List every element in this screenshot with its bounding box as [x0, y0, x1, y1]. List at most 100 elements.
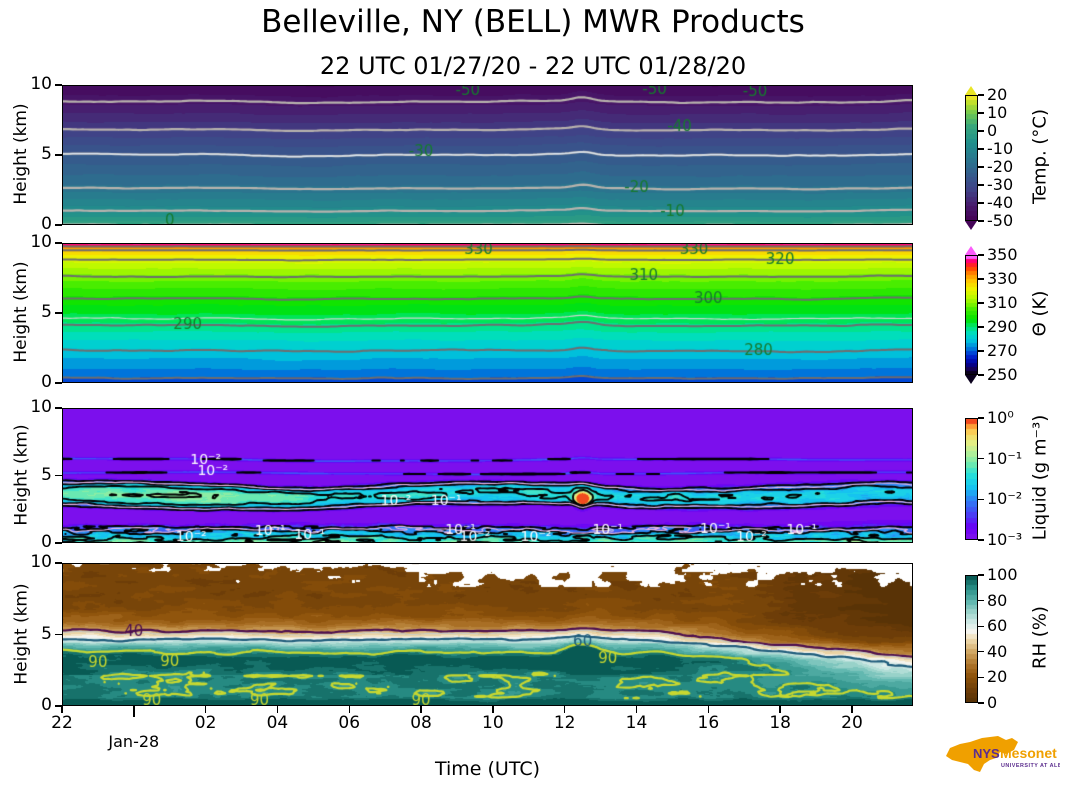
colorbar-tickmark-liquid-2 [978, 498, 984, 500]
colorbar-tick-rh-1: 80 [987, 590, 1008, 610]
colorbar-tickmark-theta-3 [978, 326, 984, 328]
colorbar-tickmark-liquid-1 [978, 458, 984, 460]
colorbar-tick-rh-0: 100 [987, 565, 1018, 584]
colorbar-label-temperature: Temp. (°C) [1029, 108, 1051, 205]
colorbar-canvas-liquid [965, 418, 978, 540]
colorbar-tick-liquid-0: 10⁰ [987, 408, 1014, 427]
colorbar-tick-temperature-2: 0 [987, 121, 998, 140]
plot-canvas-theta [62, 243, 913, 383]
y-tick-temperature-0: 0 [41, 214, 52, 234]
x-tickmark-06 [348, 706, 350, 713]
colorbar-extend-bottom-temperature [965, 221, 977, 230]
y-tickmark-rh-0 [55, 705, 62, 707]
colorbar-tickmark-rh-1 [978, 599, 984, 602]
colorbar-tick-rh-5: 0 [987, 693, 998, 712]
colorbar-extend-bottom-theta [965, 375, 977, 384]
panel-rh [62, 563, 913, 706]
y-tickmark-liquid-5 [55, 474, 62, 477]
colorbar-tick-theta-4: 270 [987, 341, 1018, 360]
colorbar-label-rh: RH (%) [1029, 606, 1051, 669]
colorbar-temperature [965, 95, 978, 221]
colorbar-tickmark-temperature-7 [978, 220, 984, 222]
colorbar-tick-temperature-0: 20 [987, 85, 1008, 104]
colorbar-tick-temperature-5: -30 [987, 175, 1014, 194]
y-tick-rh-5: 5 [41, 623, 52, 644]
y-tickmark-temperature-0 [55, 224, 62, 226]
colorbar-extend-top-theta [965, 246, 977, 255]
y-tick-rh-0: 0 [41, 695, 52, 715]
colorbar-tick-liquid-1: 10⁻¹ [987, 448, 1023, 468]
y-tickmark-theta-0 [55, 382, 62, 384]
colorbar-label-liquid: Liquid (g m⁻³) [1029, 414, 1051, 541]
x-tickmark-midnight [133, 706, 135, 717]
x-tick-20: 20 [841, 713, 863, 733]
plot-canvas-rh [62, 563, 913, 706]
logo-svg: NYS Mesonet UNIVERSITY AT ALBANY [946, 736, 1060, 772]
colorbar-liquid [965, 418, 978, 540]
x-tickmark-16 [707, 706, 710, 713]
x-axis-label: Time (UTC) [434, 758, 541, 780]
colorbar-tick-liquid-3: 10⁻³ [987, 530, 1023, 549]
y-tick-temperature-10: 10 [30, 74, 52, 94]
y-tick-liquid-10: 10 [30, 397, 52, 417]
x-tickmark-04 [276, 706, 279, 713]
y-tickmark-rh-10 [55, 562, 62, 564]
colorbar-tick-temperature-4: -20 [987, 157, 1014, 176]
plot-canvas-temperature [62, 85, 913, 225]
colorbar-tick-temperature-6: -40 [987, 193, 1014, 212]
colorbar-tick-temperature-1: 10 [987, 103, 1008, 122]
x-tick-12: 12 [553, 713, 576, 733]
colorbar-tickmark-temperature-6 [978, 202, 984, 204]
y-tick-rh-10: 10 [30, 552, 52, 572]
x-tick-18: 18 [769, 713, 791, 733]
colorbar-tickmark-temperature-1 [978, 112, 984, 114]
logo-tagline-text: UNIVERSITY AT ALBANY [1001, 763, 1060, 769]
plot-canvas-liquid [62, 408, 913, 543]
y-tick-theta-5: 5 [41, 302, 52, 322]
y-tick-theta-10: 10 [30, 232, 52, 252]
x-tick-08: 08 [410, 713, 432, 733]
x-axis-day-label: Jan-28 [108, 732, 160, 751]
colorbar-tick-theta-5: 250 [987, 365, 1018, 384]
colorbar-frame-temperature [965, 95, 978, 221]
x-tick-14: 14 [625, 713, 648, 733]
colorbar-tickmark-temperature-2 [978, 130, 984, 132]
x-tickmark-18 [779, 706, 781, 713]
colorbar-tick-temperature-3: -10 [987, 139, 1014, 158]
x-tick-10: 10 [482, 713, 504, 733]
y-tickmark-temperature-10 [55, 84, 62, 86]
colorbar-canvas-theta [965, 255, 978, 375]
x-tickmark-10 [492, 706, 494, 713]
colorbar-theta [965, 255, 978, 375]
page-title: Belleville, NY (BELL) MWR Products [261, 4, 805, 40]
colorbar-tickmark-theta-4 [978, 350, 984, 352]
colorbar-tickmark-theta-1 [978, 278, 984, 280]
y-tickmark-theta-10 [55, 242, 62, 244]
colorbar-tickmark-rh-0 [978, 574, 984, 576]
x-tickmark-14 [635, 706, 638, 713]
colorbar-tickmark-temperature-0 [978, 94, 984, 96]
colorbar-tick-rh-2: 60 [987, 616, 1008, 636]
x-tickmark-20 [851, 706, 853, 713]
x-tick-06: 06 [338, 713, 361, 733]
y-tickmark-rh-5 [55, 633, 62, 636]
colorbar-tickmark-theta-0 [978, 254, 984, 256]
colorbar-canvas-rh [965, 575, 978, 703]
y-tickmark-theta-5 [55, 312, 62, 314]
x-tick-22: 22 [51, 713, 73, 733]
colorbar-tickmark-temperature-4 [978, 166, 984, 168]
panel-theta [62, 243, 913, 383]
colorbar-tick-temperature-7: -50 [987, 211, 1014, 230]
y-tickmark-temperature-5 [55, 154, 62, 156]
new-york-state-shape [946, 736, 1018, 772]
colorbar-extend-top-temperature [965, 86, 977, 95]
colorbar-tick-theta-1: 330 [987, 269, 1018, 288]
colorbar-frame-liquid [965, 418, 978, 540]
colorbar-frame-rh [965, 575, 978, 703]
colorbar-tick-theta-2: 310 [987, 293, 1018, 312]
colorbar-tickmark-theta-2 [978, 302, 984, 304]
y-tick-temperature-5: 5 [41, 144, 52, 164]
colorbar-tick-liquid-2: 10⁻² [987, 489, 1023, 509]
y-tick-liquid-5: 5 [41, 464, 52, 485]
